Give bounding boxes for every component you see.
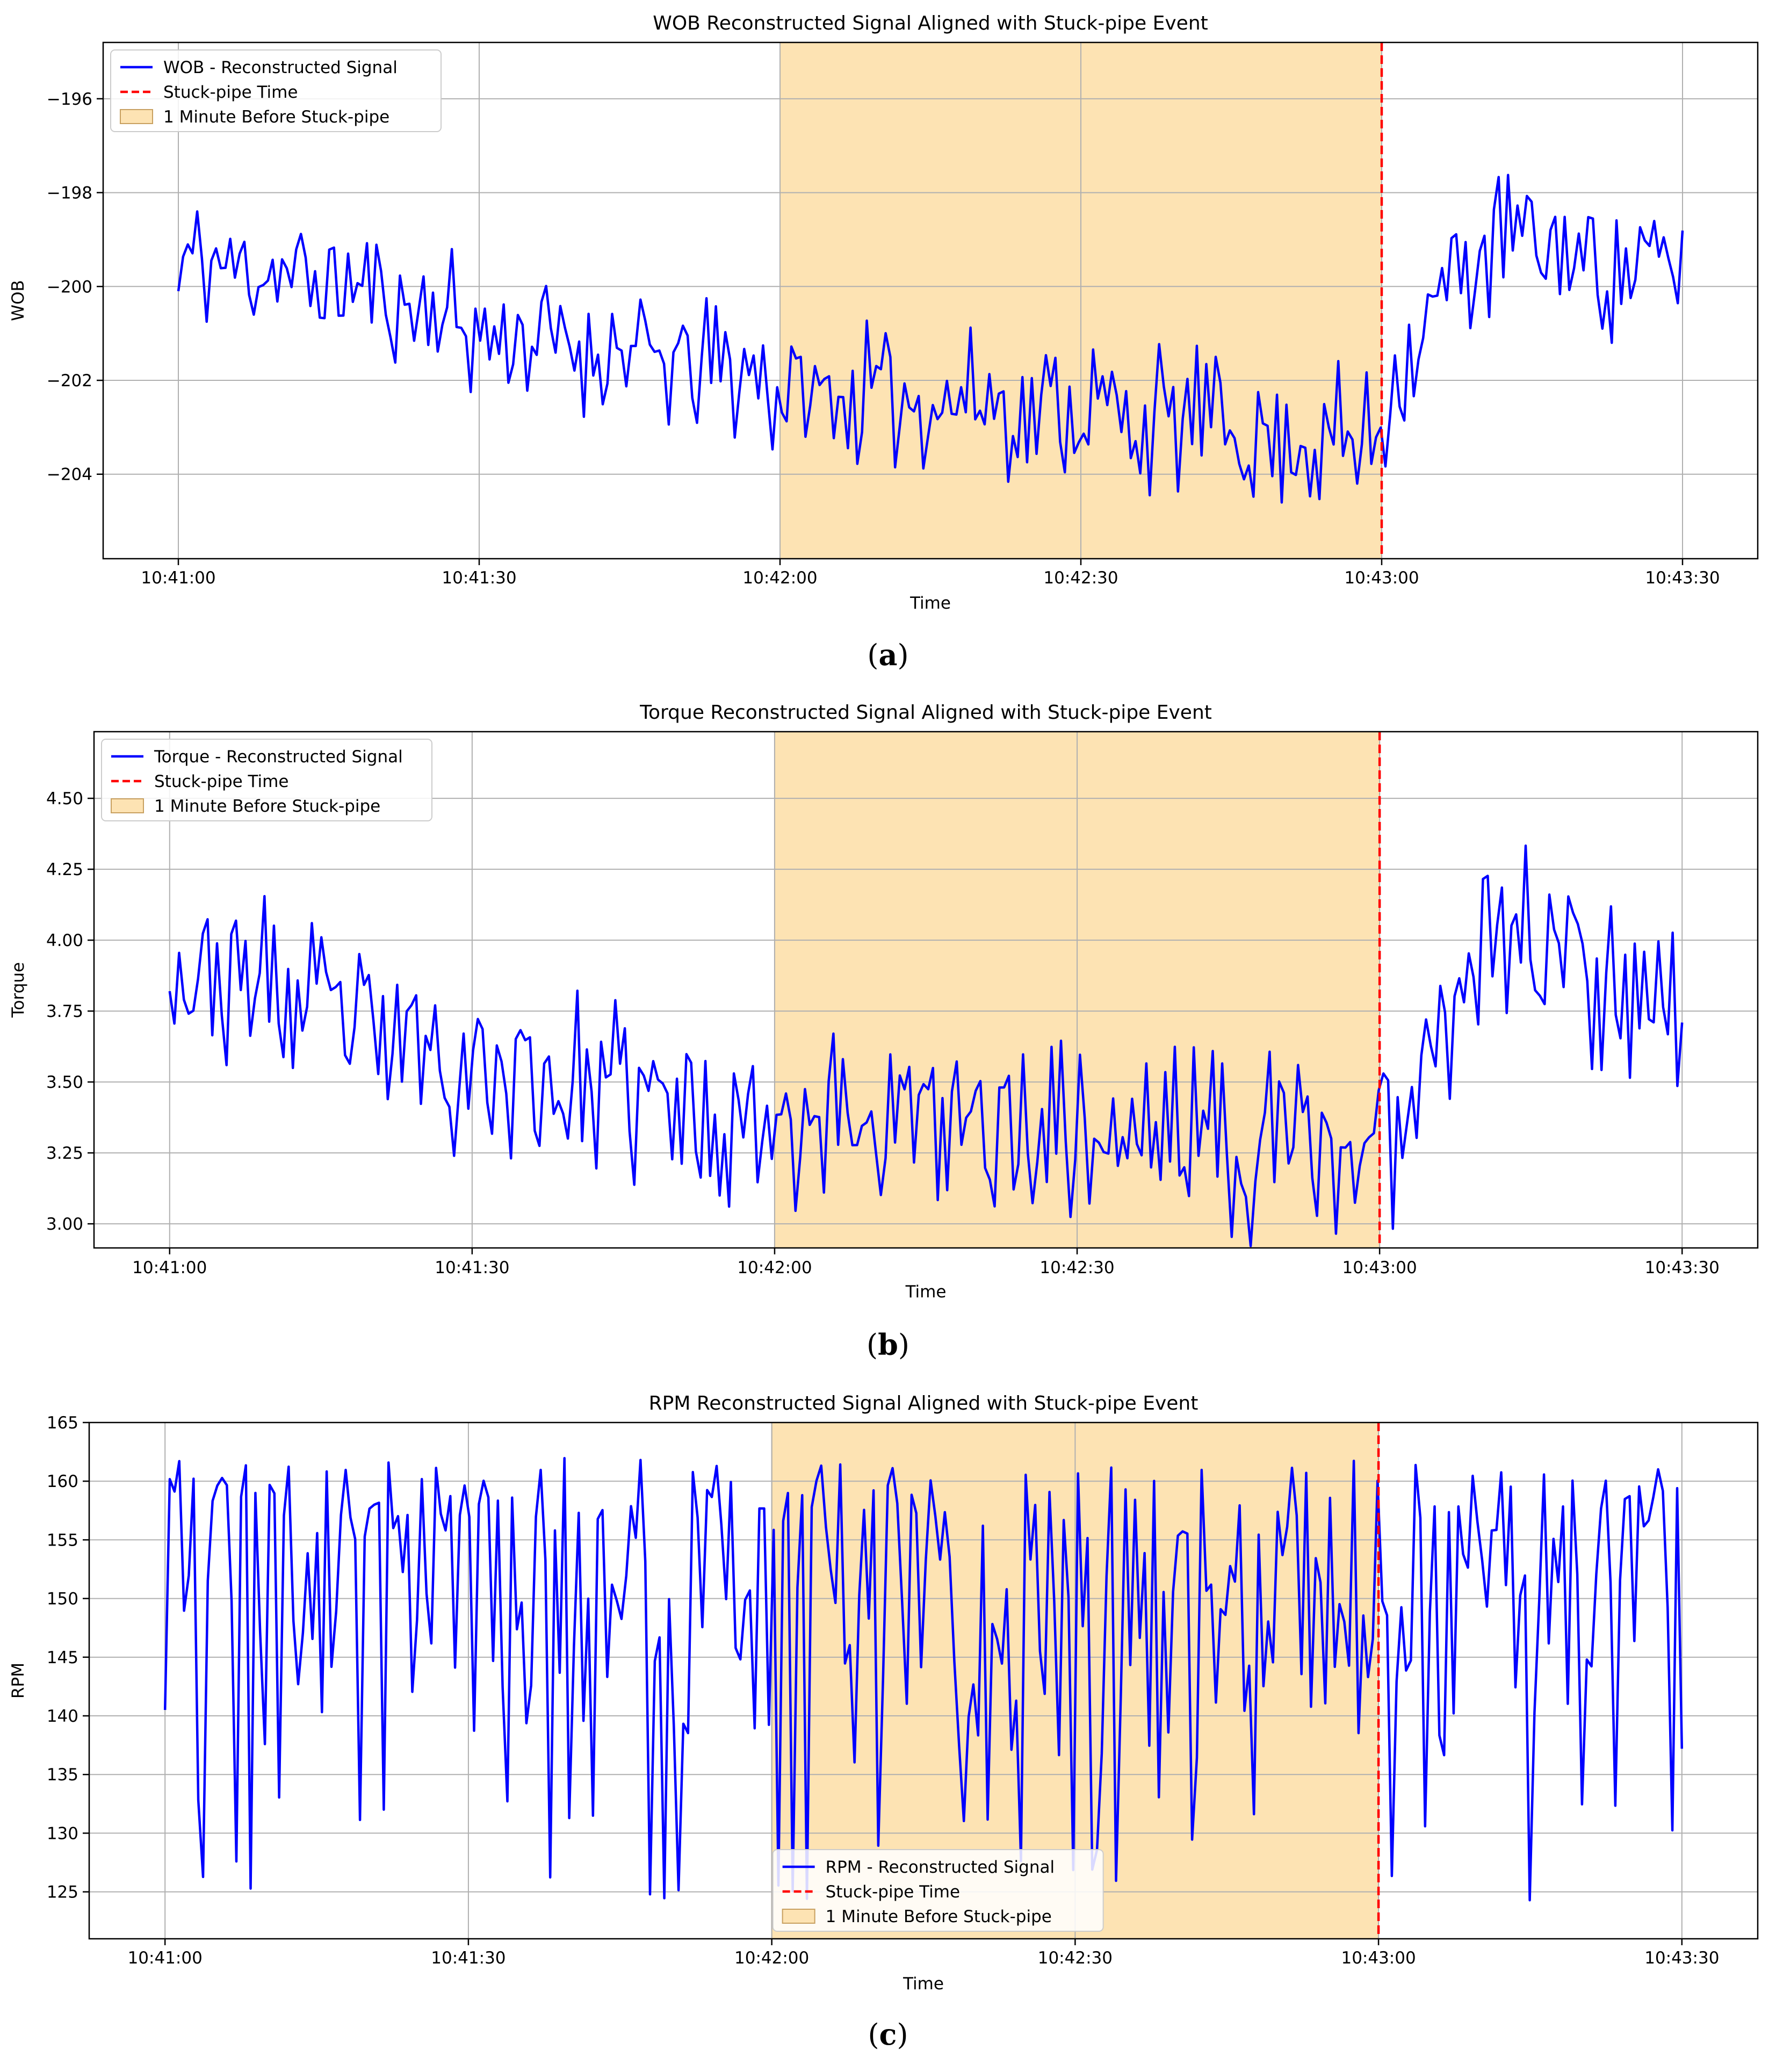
chart-panel-b: 10:41:00 10:41:30 10:42:00 10:42:30 10:43:00…: [9, 702, 1759, 1362]
legend-swatch-shade: [111, 798, 144, 813]
y-tick-label: 135: [47, 1765, 78, 1785]
y-axis-label: Torque: [9, 962, 28, 1018]
x-axis-label: Time: [905, 1282, 947, 1302]
y-tick-label: −204: [47, 465, 92, 485]
y-axis-label: WOB: [9, 280, 28, 321]
chart-panel-c: 10:41:00 10:41:30 10:42:00 10:42:30 10:43:00…: [9, 1392, 1759, 2052]
legend: WOB - Reconstructed Signal Stuck-pipe Tim…: [110, 49, 442, 132]
panel-caption: (c): [868, 2017, 908, 2052]
y-tick-label: 3.25: [46, 1144, 83, 1163]
plot-frame: [102, 41, 1759, 560]
legend-swatch-shade: [120, 109, 153, 124]
x-tick-label: 10:41:00: [132, 1258, 207, 1277]
y-tick-label: 130: [47, 1824, 78, 1843]
series-line-b: [168, 844, 1684, 1247]
chart-title: RPM Reconstructed Signal Aligned with St…: [649, 1392, 1199, 1414]
series-line-c: [163, 1457, 1684, 1902]
x-tick-label: 10:41:30: [442, 568, 516, 588]
chart-panel-a: 10:41:00 10:41:30 10:42:00 10:42:30 10:43:00…: [9, 12, 1759, 672]
x-tick-label: 10:42:30: [1038, 1948, 1113, 1968]
y-tick-label: 140: [47, 1707, 78, 1726]
series-line-a: [177, 174, 1684, 504]
y-tick-label: 4.50: [46, 789, 83, 808]
y-tick-label: 4.00: [46, 931, 83, 950]
legend: Torque - Reconstructed Signal Stuck-pipe …: [101, 739, 432, 821]
x-tick-label: 10:42:30: [1039, 1258, 1114, 1277]
y-tick-label: 4.25: [46, 860, 83, 879]
y-tick-label: −202: [47, 371, 92, 391]
plot-frame: [93, 731, 1759, 1249]
y-axis-label: RPM: [9, 1663, 28, 1699]
chart-title: Torque Reconstructed Signal Aligned with…: [639, 702, 1212, 724]
y-tick-label: 3.75: [46, 1002, 83, 1021]
legend-entry: Stuck-pipe Time: [163, 83, 298, 102]
legend: RPM - Reconstructed Signal Stuck-pipe Tim…: [772, 1849, 1104, 1932]
panel-caption: (b): [867, 1327, 909, 1362]
y-tick-label: 145: [47, 1648, 78, 1667]
chart-title: WOB Reconstructed Signal Aligned with St…: [653, 12, 1208, 34]
y-tick-label: 155: [47, 1530, 78, 1550]
y-tick-label: −200: [47, 277, 92, 297]
x-tick-label: 10:41:30: [431, 1948, 506, 1968]
x-tick-label: 10:42:00: [734, 1948, 809, 1968]
x-tick-label: 10:42:30: [1043, 568, 1118, 588]
x-tick-label: 10:42:00: [737, 1258, 812, 1277]
y-tick-label: 160: [47, 1472, 78, 1491]
x-tick-label: 10:43:30: [1644, 1948, 1719, 1968]
y-tick-label: 3.50: [46, 1073, 83, 1092]
panel-caption: (a): [867, 638, 908, 672]
legend-entry: RPM - Reconstructed Signal: [826, 1858, 1055, 1877]
x-tick-label: 10:43:30: [1645, 568, 1720, 588]
y-tick-label: 165: [47, 1413, 78, 1433]
y-tick-label: −196: [47, 90, 92, 109]
y-tick-label: 125: [47, 1883, 78, 1902]
x-tick-label: 10:43:00: [1344, 568, 1419, 588]
x-axis-label: Time: [909, 594, 951, 613]
x-tick-label: 10:43:00: [1341, 1948, 1416, 1968]
legend-entry: 1 Minute Before Stuck-pipe: [826, 1907, 1052, 1926]
x-tick-label: 10:43:00: [1342, 1258, 1417, 1277]
plot-frame: [88, 1421, 1759, 1940]
x-axis-label: Time: [903, 1974, 944, 1994]
y-tick-label: 3.00: [46, 1215, 83, 1234]
x-tick-label: 10:41:30: [435, 1258, 509, 1277]
y-tick-label: −198: [47, 184, 92, 203]
y-tick-label: 150: [47, 1590, 78, 1609]
legend-entry: Stuck-pipe Time: [826, 1882, 960, 1902]
legend-entry: 1 Minute Before Stuck-pipe: [163, 107, 389, 127]
legend-entry: 1 Minute Before Stuck-pipe: [154, 797, 380, 816]
x-tick-label: 10:41:00: [141, 568, 215, 588]
x-tick-label: 10:43:30: [1645, 1258, 1720, 1277]
x-tick-label: 10:41:00: [128, 1948, 203, 1968]
legend-entry: WOB - Reconstructed Signal: [163, 58, 398, 77]
legend-entry: Stuck-pipe Time: [154, 772, 288, 791]
legend-swatch-shade: [782, 1909, 815, 1924]
x-tick-label: 10:42:00: [742, 568, 817, 588]
legend-entry: Torque - Reconstructed Signal: [154, 747, 403, 767]
